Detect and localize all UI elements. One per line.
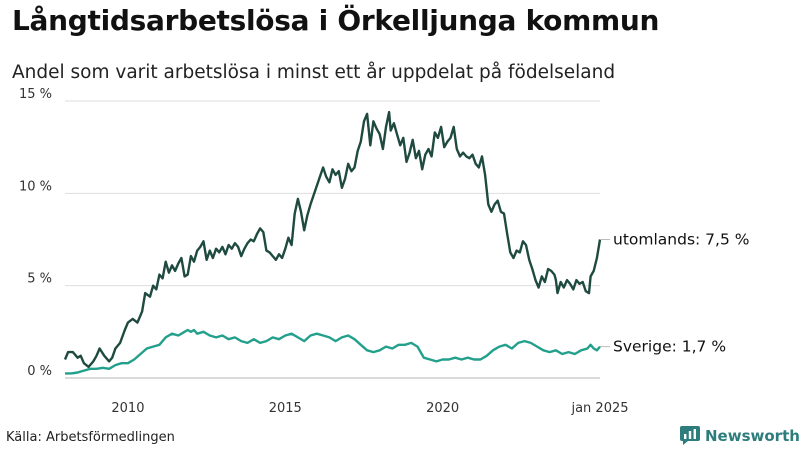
series-end-label-utomlands: utomlands: 7,5 % bbox=[613, 231, 749, 249]
series-line-Sverige bbox=[65, 328, 601, 375]
series-end-label-Sverige: Sverige: 1,7 % bbox=[613, 338, 726, 356]
x-tick-label: jan 2025 bbox=[570, 401, 628, 416]
x-tick-label: 2010 bbox=[111, 401, 144, 416]
brand-logo[interactable]: Newsworthy bbox=[680, 426, 800, 445]
y-tick-label: 15 % bbox=[19, 87, 52, 102]
bar-chart-icon bbox=[680, 426, 700, 445]
x-tick-label: 2015 bbox=[269, 401, 302, 416]
y-tick-label: 0 % bbox=[27, 364, 52, 379]
y-tick-label: 10 % bbox=[19, 179, 52, 194]
x-tick-label: 2020 bbox=[426, 401, 459, 416]
chart-subtitle: Andel som varit arbetslösa i minst ett å… bbox=[12, 62, 616, 83]
chart-title: Långtidsarbetslösa i Örkelljunga kommun bbox=[12, 4, 660, 37]
brand-name: Newsworthy bbox=[705, 426, 800, 445]
source-note: Källa: Arbetsförmedlingen bbox=[6, 430, 175, 445]
y-tick-label: 5 % bbox=[27, 272, 52, 287]
series-line-utomlands bbox=[63, 110, 602, 369]
